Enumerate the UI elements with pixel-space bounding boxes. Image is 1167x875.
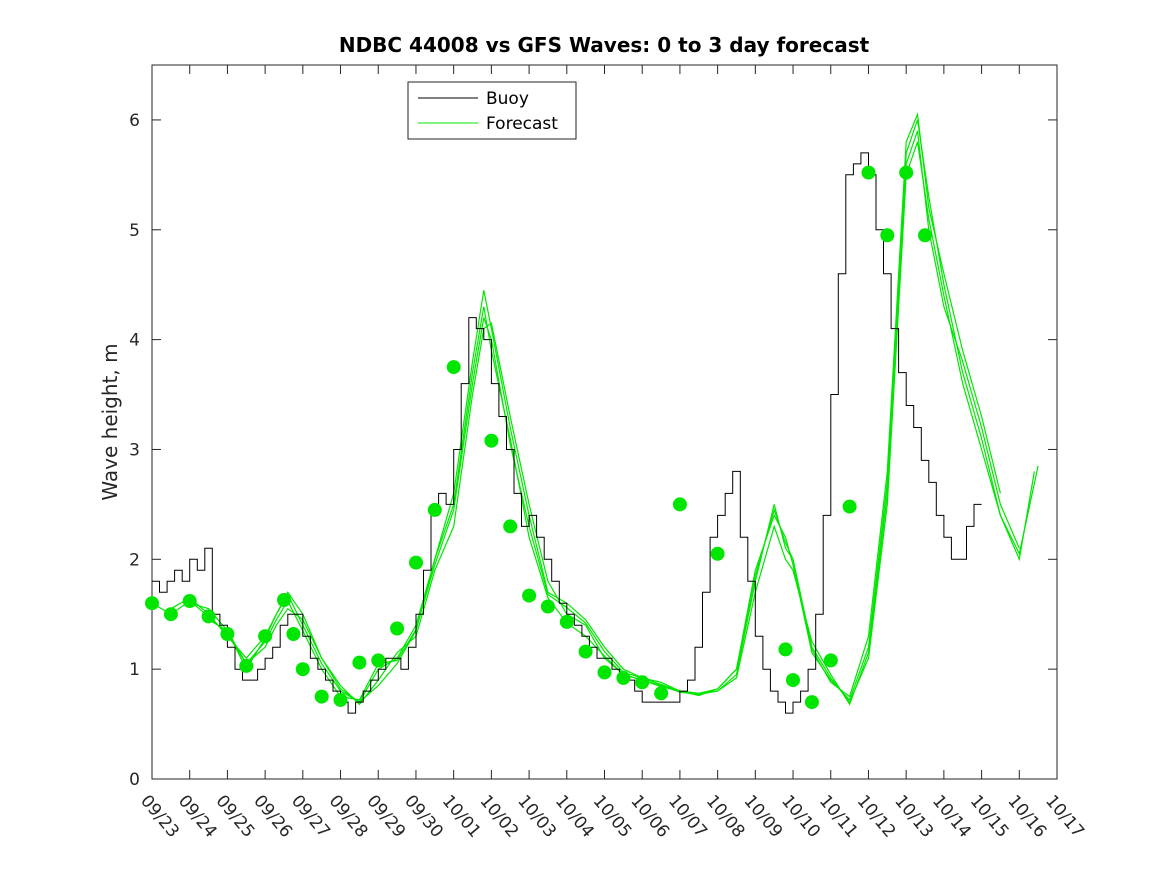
forecast-marker xyxy=(371,653,386,668)
forecast-marker xyxy=(314,689,329,704)
chart-title: NDBC 44008 vs GFS Waves: 0 to 3 day fore… xyxy=(339,33,870,57)
y-tick-label: 5 xyxy=(129,221,140,241)
forecast-marker xyxy=(352,655,367,670)
forecast-marker xyxy=(446,360,461,375)
forecast-marker xyxy=(654,686,669,701)
forecast-marker xyxy=(145,596,159,611)
y-tick-label: 1 xyxy=(129,660,140,680)
forecast-marker xyxy=(861,165,876,180)
forecast-marker xyxy=(220,627,235,641)
series-layer xyxy=(151,112,1039,714)
forecast-marker xyxy=(616,670,631,685)
forecast-marker xyxy=(842,499,857,514)
y-tick-label: 3 xyxy=(129,440,140,460)
forecast-marker xyxy=(390,621,405,636)
y-tick-label: 0 xyxy=(129,770,140,790)
forecast-marker xyxy=(899,165,914,180)
forecast-marker xyxy=(295,662,310,677)
forecast-marker xyxy=(286,627,301,641)
forecast-marker xyxy=(277,593,291,607)
forecast-marker xyxy=(522,588,537,603)
forecast-marker xyxy=(559,614,574,629)
forecast-marker xyxy=(163,607,178,622)
forecast-marker xyxy=(503,519,518,534)
forecast-line-2 xyxy=(170,119,1039,703)
legend: Buoy Forecast xyxy=(407,81,577,140)
legend-label-forecast: Forecast xyxy=(486,114,558,134)
y-tick-label: 4 xyxy=(129,331,140,351)
legend-box xyxy=(407,81,577,140)
forecast-marker xyxy=(672,497,687,512)
forecast-marker xyxy=(918,228,932,243)
forecast-marker xyxy=(239,658,254,673)
y-axis: 0 1 2 3 4 5 6 xyxy=(129,111,1057,790)
forecast-marker xyxy=(258,629,273,644)
forecast-line-4 xyxy=(208,112,1001,703)
forecast-marker xyxy=(804,695,819,710)
y-tick-label: 6 xyxy=(129,111,140,131)
y-tick-label: 2 xyxy=(129,550,140,570)
buoy-line xyxy=(152,152,982,714)
forecast-marker xyxy=(635,675,650,690)
forecast-marker xyxy=(333,692,348,707)
forecast-marker xyxy=(540,599,555,614)
forecast-marker xyxy=(578,644,593,659)
forecast-marker xyxy=(786,673,800,688)
forecast-marker xyxy=(823,653,838,668)
legend-label-buoy: Buoy xyxy=(486,89,529,109)
forecast-marker xyxy=(484,433,499,448)
forecast-marker xyxy=(778,642,793,657)
forecast-marker xyxy=(201,609,216,624)
forecast-marker xyxy=(409,555,423,570)
forecast-marker xyxy=(597,665,612,680)
forecast-line-1 xyxy=(151,141,1035,704)
forecast-marker xyxy=(710,546,725,561)
forecast-marker xyxy=(427,502,442,517)
forecast-marker xyxy=(182,594,197,608)
forecast-marker xyxy=(880,228,895,243)
marker-layer xyxy=(145,165,932,710)
y-axis-title: Wave height, m xyxy=(98,343,122,500)
